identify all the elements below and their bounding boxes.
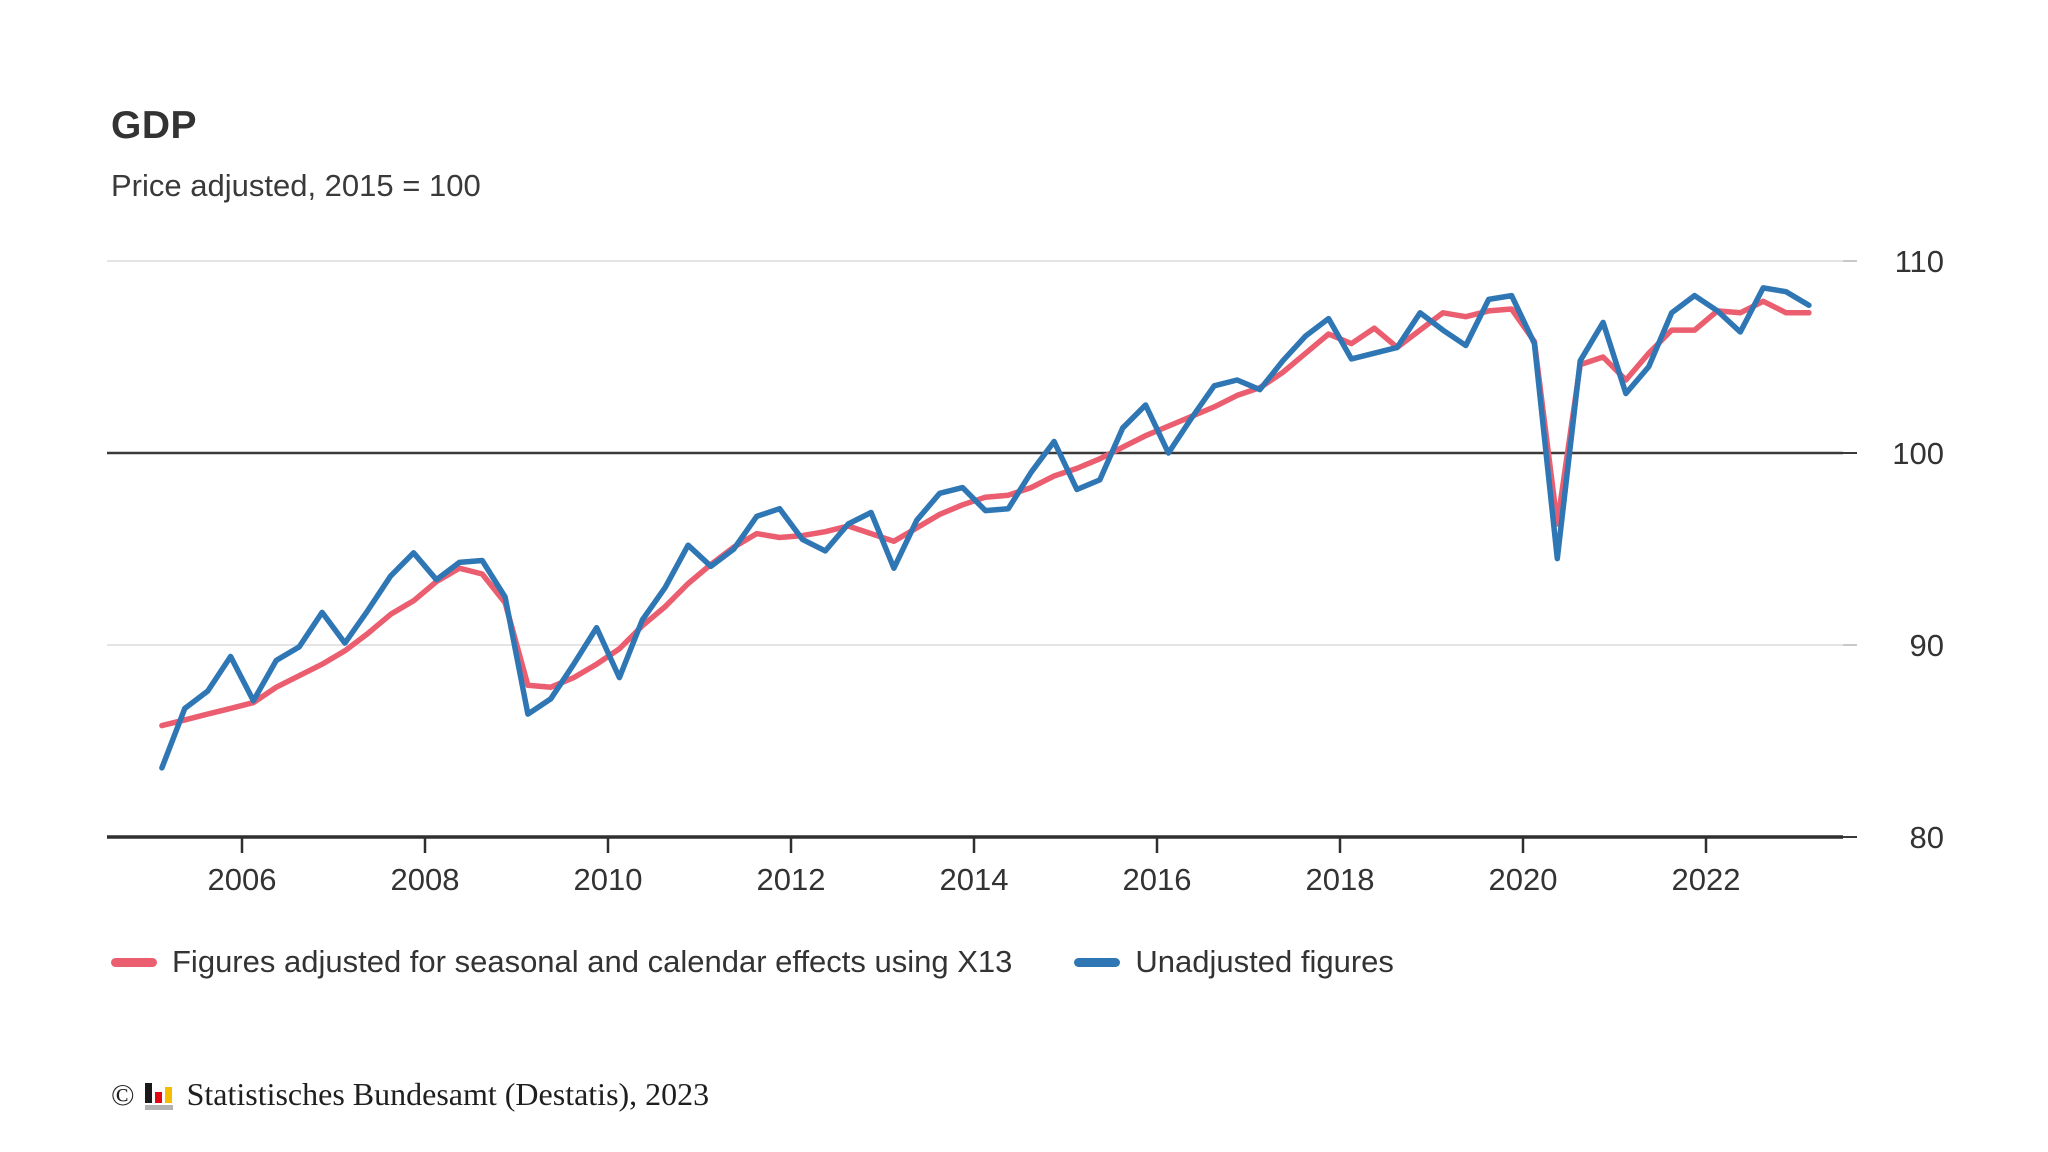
logo-bar-gold <box>164 1087 172 1103</box>
chart-legend: Figures adjusted for seasonal and calend… <box>111 944 1394 980</box>
y-tick-label-100: 100 <box>1892 436 1944 471</box>
destatis-bar-chart-icon <box>144 1079 176 1110</box>
y-tick-label-110: 110 <box>1895 244 1944 279</box>
y-tick-label-80: 80 <box>1910 820 1944 855</box>
copyright-symbol: © <box>111 1076 135 1112</box>
legend-label-adjusted: Figures adjusted for seasonal and calend… <box>172 944 1013 979</box>
x-tick-label-2006: 2006 <box>208 862 277 897</box>
chart-subtitle: Price adjusted, 2015 = 100 <box>111 168 481 203</box>
x-tick-label-2012: 2012 <box>757 862 826 897</box>
logo-base-line <box>144 1105 173 1110</box>
x-tick-label-2018: 2018 <box>1306 862 1375 897</box>
footer-source-text: Statistisches Bundesamt (Destatis), 2023 <box>186 1076 710 1112</box>
x-tick-label-2016: 2016 <box>1123 862 1192 897</box>
x-tick-label-2020: 2020 <box>1489 862 1558 897</box>
logo-bar-black <box>144 1083 152 1103</box>
adjusted-series-swatch-icon <box>111 957 157 967</box>
unadjusted-series-swatch-icon <box>1074 957 1121 967</box>
unadjusted-series-line <box>159 285 1812 771</box>
x-tick-label-2014: 2014 <box>940 862 1009 897</box>
page-title: GDP <box>111 104 198 147</box>
y-tick-label-90: 90 <box>1910 628 1944 663</box>
legend-label-unadjusted: Unadjusted figures <box>1135 944 1394 979</box>
logo-bar-red <box>154 1092 162 1103</box>
legend-item-unadjusted: Unadjusted figures <box>1074 944 1394 980</box>
x-tick-label-2010: 2010 <box>574 862 643 897</box>
x-tick-label-2022: 2022 <box>1672 862 1741 897</box>
legend-item-adjusted: Figures adjusted for seasonal and calend… <box>111 944 1012 980</box>
copyright-footer: © Statistisches Bundesamt (Destatis), 20… <box>111 1076 709 1113</box>
x-tick-label-2008: 2008 <box>391 862 460 897</box>
